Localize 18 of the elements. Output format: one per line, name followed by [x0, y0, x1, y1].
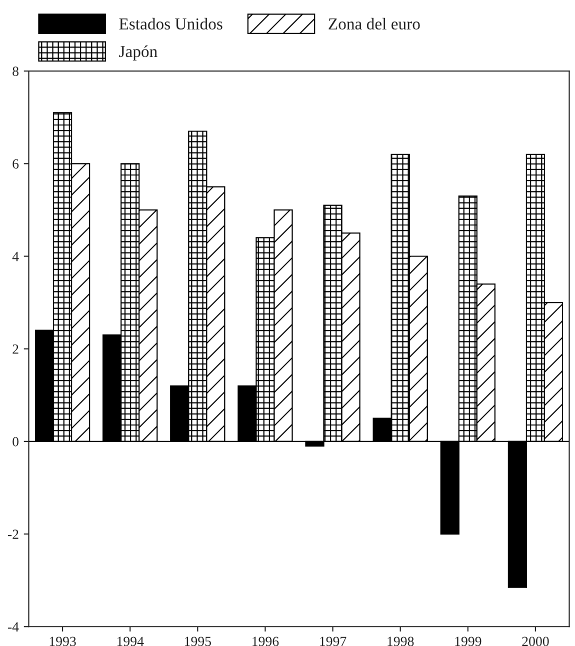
- x-tick-label: 1998: [388, 636, 414, 646]
- x-tick-label: 1999: [455, 636, 482, 646]
- y-tick-label: 4: [12, 252, 19, 262]
- legend-label: Japón: [119, 45, 158, 61]
- y-tick-label: -4: [8, 622, 19, 632]
- legend-label: Zona del euro: [328, 18, 420, 30]
- x-tick-label: 1995: [184, 636, 212, 646]
- x-tick-label: 1993: [50, 636, 76, 646]
- legend-label: Estados Unidos: [119, 18, 222, 30]
- y-tick-label: 2: [12, 344, 18, 354]
- x-tick-label: 1997: [320, 636, 346, 646]
- x-tick-label: 1994: [117, 636, 144, 646]
- x-tick-label: 2000: [522, 636, 549, 646]
- y-tick-label: 0: [12, 437, 18, 446]
- y-tick-label: 6: [12, 159, 19, 169]
- y-tick-label: -2: [8, 530, 18, 539]
- y-tick-label: 8: [12, 66, 18, 76]
- x-tick-label: 1996: [252, 636, 279, 646]
